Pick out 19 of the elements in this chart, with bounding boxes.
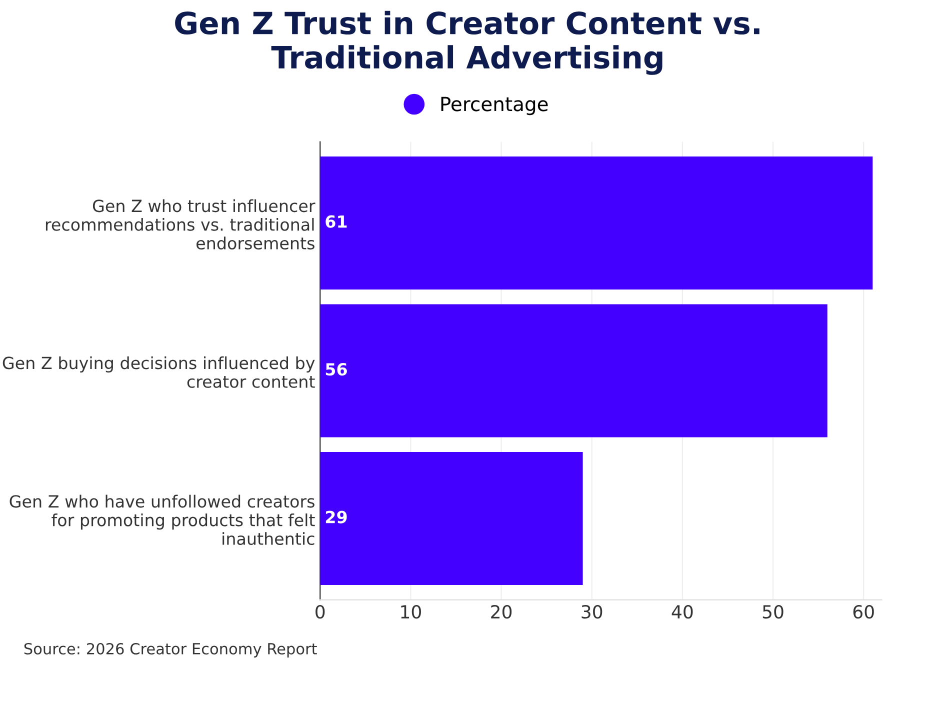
bar — [320, 156, 873, 290]
x-tick-label: 10 — [401, 604, 421, 619]
y-tick-label: Gen Z who trust influencer recommendations vs. traditional endorsements — [46, 199, 316, 250]
bar — [320, 452, 583, 585]
legend-label: Percentage — [441, 96, 548, 116]
data-label: 56 — [326, 363, 347, 376]
source-note: Source: 2026 Creator Economy Report — [24, 642, 317, 658]
data-label: 29 — [326, 510, 347, 524]
y-tick-label: Gen Z who have unfollowed creators for promoting products that felt inauthentic — [10, 494, 315, 546]
y-tick-label: Gen Z buying decisions influenced by creator content — [2, 356, 315, 388]
bar — [320, 304, 828, 438]
x-tick-label: 40 — [672, 604, 693, 619]
chart-title: Gen Z Trust in Creator Content vs. Traditional Advertising — [175, 10, 760, 75]
x-tick-label: 60 — [853, 604, 874, 619]
data-label: 61 — [326, 215, 347, 228]
x-tick-label: 0 — [316, 604, 325, 619]
x-tick-label: 20 — [491, 604, 512, 619]
x-tick-label: 30 — [582, 604, 602, 619]
x-tick-label: 50 — [762, 604, 784, 619]
